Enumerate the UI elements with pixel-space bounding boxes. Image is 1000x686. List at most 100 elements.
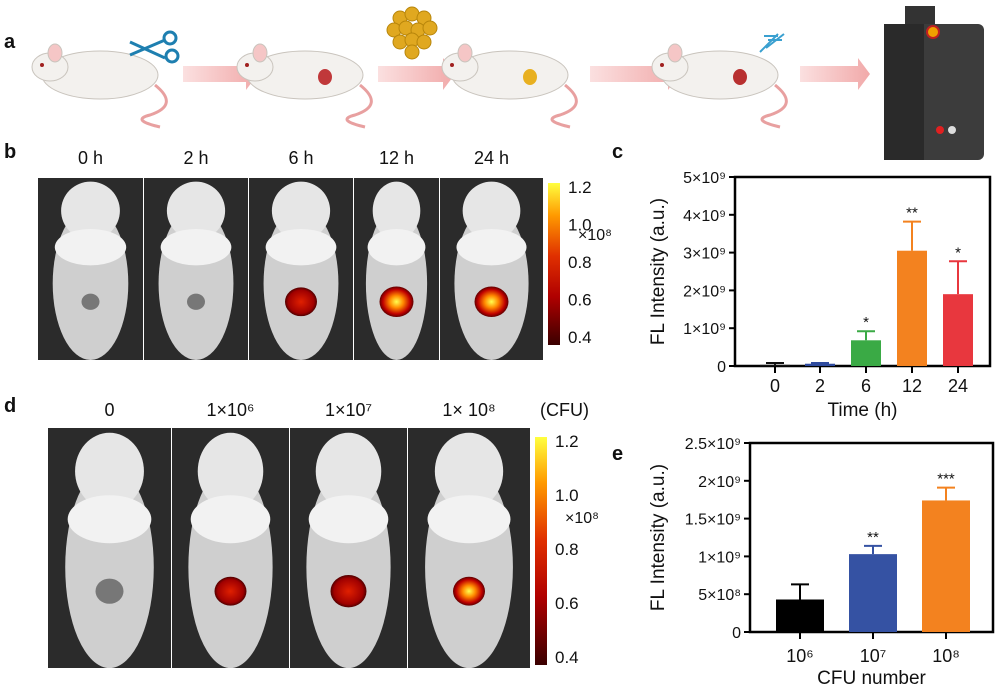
significance-marker: ** bbox=[867, 529, 879, 546]
fluorescence-signal bbox=[187, 293, 205, 310]
plot-frame bbox=[733, 175, 992, 368]
y-axis-label: FL Intensity (a.u.) bbox=[648, 198, 669, 345]
dose-label: 0 bbox=[104, 400, 114, 420]
y-tick-label: 0 bbox=[732, 625, 741, 642]
fluorescence-signal bbox=[95, 578, 124, 604]
mouse-fur bbox=[308, 495, 389, 544]
x-tick-label: 10⁸ bbox=[932, 646, 960, 666]
imager-side bbox=[884, 24, 924, 160]
mouse-fur bbox=[367, 228, 426, 266]
wound-spot bbox=[523, 69, 537, 85]
mouse-head bbox=[166, 181, 226, 240]
bar bbox=[922, 500, 970, 632]
mouse-head bbox=[462, 181, 521, 240]
y-tick-label: 0 bbox=[717, 359, 726, 376]
mouse-tail bbox=[140, 83, 168, 129]
x-tick-label: 10⁶ bbox=[786, 646, 813, 666]
significance-marker: * bbox=[863, 314, 869, 331]
panel-label-c: c bbox=[612, 141, 623, 163]
mouse-fluorescence-image bbox=[440, 178, 543, 360]
colorbar-tick-label: 0.4 bbox=[568, 328, 592, 347]
bar bbox=[851, 340, 881, 366]
mouse-ear bbox=[252, 43, 268, 63]
mouse-fur bbox=[456, 228, 527, 266]
time-label: 24 h bbox=[474, 148, 509, 168]
imager-button bbox=[948, 126, 956, 134]
mouse-fur bbox=[160, 228, 232, 266]
x-axis-label: Time (h) bbox=[827, 400, 897, 421]
scissors-icon bbox=[129, 30, 180, 64]
dose-label: 1× 10⁸ bbox=[442, 400, 495, 420]
y-tick-label: 1×10⁹ bbox=[683, 321, 726, 338]
wound-spot bbox=[318, 69, 332, 85]
colorbar-tick-label: 0.6 bbox=[555, 594, 579, 613]
colorbar-tick-label: 1.2 bbox=[555, 432, 579, 451]
colorbar-tick-label: 1.2 bbox=[568, 178, 592, 197]
bar bbox=[805, 363, 835, 366]
x-tick-label: 12 bbox=[902, 376, 922, 396]
probe-lines bbox=[759, 33, 785, 53]
process-arrow-icon bbox=[378, 58, 455, 90]
mouse-illustration bbox=[236, 43, 373, 129]
bar bbox=[760, 364, 790, 367]
scissors-handle bbox=[162, 30, 178, 46]
mouse-tail bbox=[345, 83, 373, 129]
mouse-ear bbox=[667, 43, 683, 63]
mouse-head bbox=[197, 432, 264, 510]
y-tick-label: 2×10⁹ bbox=[683, 283, 726, 300]
bar bbox=[849, 554, 897, 632]
x-tick-label: 0 bbox=[770, 376, 780, 396]
mouse-fur bbox=[190, 495, 271, 544]
time-label: 2 h bbox=[183, 148, 208, 168]
fluorescence-signal bbox=[285, 287, 317, 317]
mouse-tail bbox=[550, 83, 578, 129]
fluorescence-signal bbox=[379, 286, 414, 318]
colorbar-tick-label: 1.0 bbox=[568, 216, 592, 235]
chart-e: 0 5×10⁸ 1×10⁹ 1.5×10⁹ 2×10⁹ 2.5×10⁹ 10⁶ ** 10⁷ **… bbox=[648, 436, 995, 686]
y-tick-label: 5×10⁸ bbox=[698, 587, 741, 604]
significance-marker: ** bbox=[906, 205, 918, 222]
mouse-eye bbox=[450, 63, 454, 67]
probe-icon bbox=[759, 33, 785, 53]
mouse-fur bbox=[265, 228, 337, 266]
y-tick-label: 1.5×10⁹ bbox=[685, 512, 741, 529]
x-axis-label: CFU number bbox=[817, 668, 926, 686]
process-arrow-icon bbox=[800, 58, 870, 90]
imager-top bbox=[905, 6, 935, 26]
panel-label-b: b bbox=[4, 141, 16, 163]
fluorescence-signal bbox=[453, 576, 485, 606]
mouse-eye bbox=[40, 63, 44, 67]
y-tick-label: 1×10⁹ bbox=[698, 549, 741, 566]
time-label: 0 h bbox=[78, 148, 103, 168]
panel-label-a: a bbox=[4, 31, 16, 53]
bacterium bbox=[404, 44, 420, 60]
mouse-fluorescence-image bbox=[249, 178, 353, 360]
x-tick-label: 10⁷ bbox=[860, 646, 887, 666]
colorbar-tick-label: 0.8 bbox=[555, 540, 579, 559]
fluorescence-signal bbox=[214, 576, 247, 606]
scissors-handle bbox=[164, 48, 180, 64]
scissors-blade bbox=[129, 38, 166, 57]
panel-b-images: 0 h 2 h 6 h 12 h 24 h 1.2 1.0 0.8 0.6 0.4 ×10⁸ bbox=[38, 148, 612, 360]
mouse-ear bbox=[47, 43, 63, 63]
panel-a-schematic bbox=[31, 6, 984, 160]
colorbar-multiplier: ×10⁸ bbox=[565, 510, 599, 527]
y-tick-label: 3×10⁹ bbox=[683, 246, 726, 263]
mouse-head bbox=[271, 181, 331, 240]
mouse-fluorescence-image bbox=[48, 428, 171, 668]
mouse-illustration bbox=[441, 43, 578, 129]
mouse-fluorescence-image bbox=[38, 178, 143, 360]
colorbar-tick-label: 0.4 bbox=[555, 648, 579, 667]
chart-c: 0 1×10⁹ 2×10⁹ 3×10⁹ 4×10⁹ 5×10⁹ 0 2 * 6 ** 12 * 24 Tim… bbox=[648, 170, 992, 421]
bacterium bbox=[422, 20, 438, 36]
y-tick-label: 2×10⁹ bbox=[698, 474, 741, 491]
fluorescence-signal bbox=[330, 575, 367, 608]
mouse-fluorescence-image bbox=[290, 428, 407, 668]
y-tick-label: 2.5×10⁹ bbox=[685, 436, 741, 453]
y-tick-label: 5×10⁹ bbox=[683, 170, 726, 187]
colorbar-tick-label: 1.0 bbox=[555, 486, 579, 505]
mouse-head bbox=[75, 432, 144, 510]
x-tick-label: 24 bbox=[948, 376, 968, 396]
bacterium bbox=[416, 34, 432, 50]
